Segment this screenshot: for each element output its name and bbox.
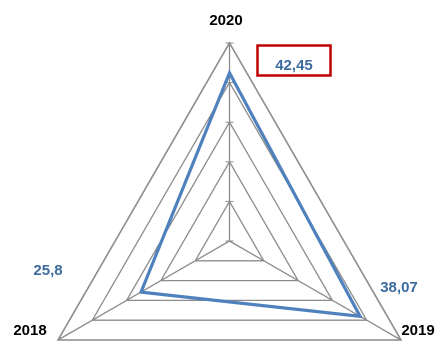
radar-labels: 2020 2019 2018 42,45 38,07 25,8: [13, 12, 434, 339]
category-label-2018: 2018: [13, 322, 46, 339]
grid-ring-5: [56, 41, 403, 341]
highlight-box: [256, 44, 332, 77]
axis-spoke-2018: [57, 240, 230, 341]
grid-ring-1: [194, 200, 265, 262]
category-label-2020: 2020: [209, 12, 242, 29]
data-label-2020: 42,45: [275, 57, 313, 74]
radar-series: [138, 69, 363, 319]
data-label-2019: 38,07: [380, 279, 418, 296]
grid-ring-2: [159, 160, 300, 282]
data-label-2018: 25,8: [33, 262, 62, 279]
series-line: [138, 69, 363, 319]
category-label-2019: 2019: [401, 322, 434, 339]
axis-spoke-2019: [229, 240, 402, 341]
